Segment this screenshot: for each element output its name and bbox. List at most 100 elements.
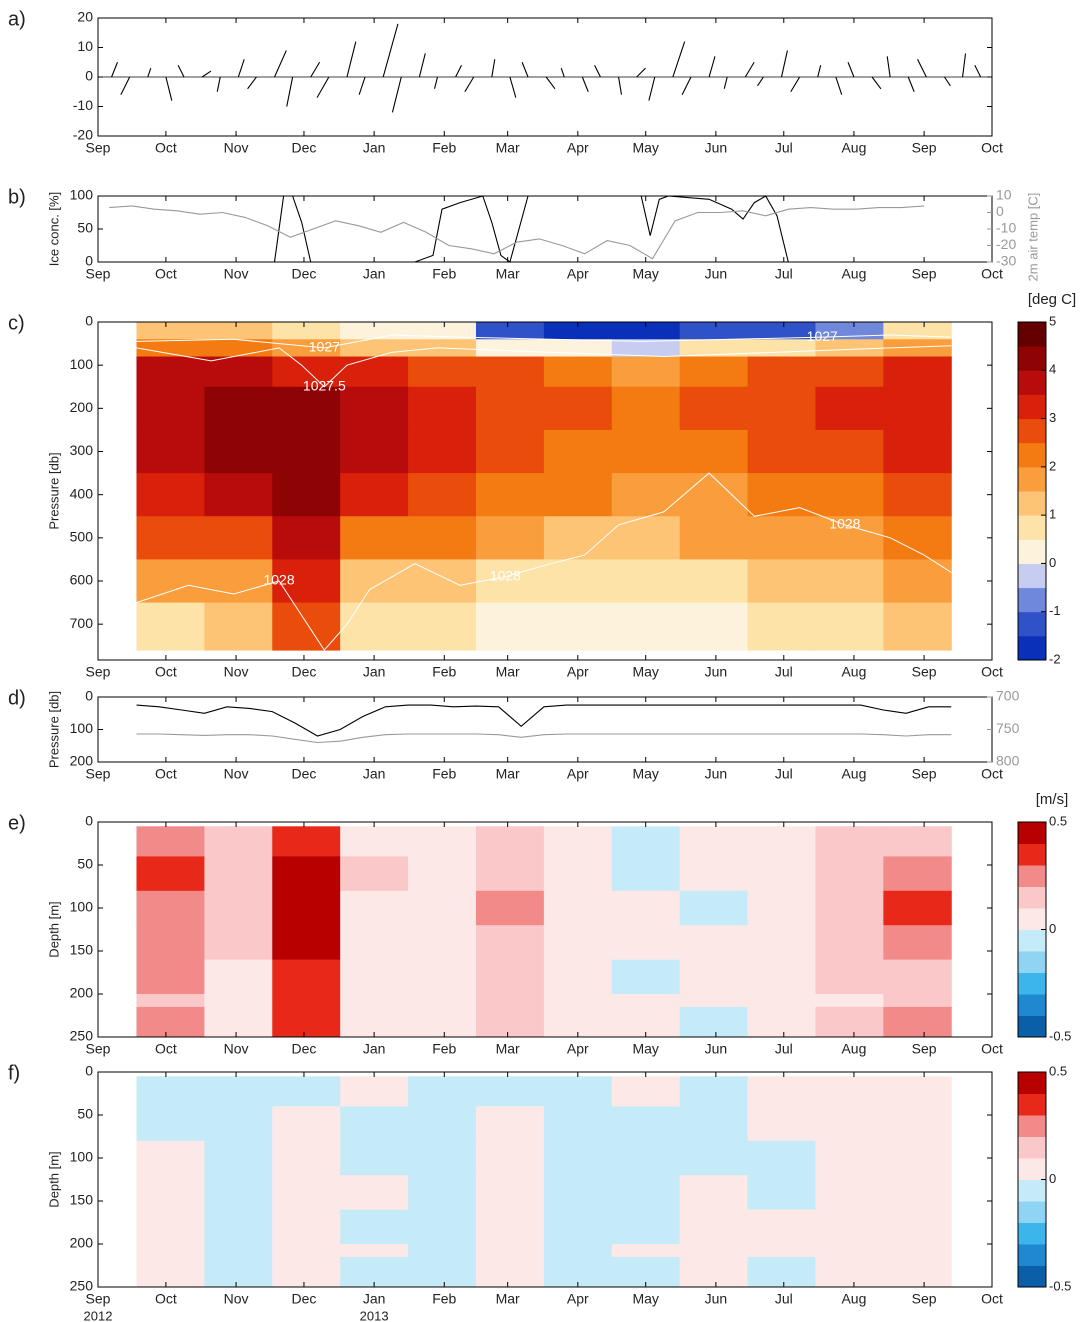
heat-cell [340, 1140, 409, 1176]
heat-cell [204, 602, 273, 651]
heat-cell [543, 1244, 613, 1258]
heat-cell [747, 322, 816, 340]
colorbar-swatch [1018, 1158, 1046, 1180]
heat-cell [883, 356, 952, 388]
x-tick-label: Mar [496, 140, 520, 156]
heat-cell [204, 925, 273, 961]
colorbar-swatch [1018, 1115, 1046, 1137]
panel: b) Sep Oct Nov Dec Jan Feb Mar Apr May Jun Jul Aug Se… [8, 186, 1040, 281]
y-axis-label: Depth [m] [46, 901, 61, 957]
stick [962, 53, 967, 78]
heat-cell [747, 925, 816, 961]
series-line [131, 195, 925, 263]
colorbar-swatch [1018, 1015, 1046, 1038]
heat-cell [136, 356, 205, 388]
x-tick-label: Aug [841, 266, 866, 282]
y-tick-label: 100 [70, 899, 94, 915]
y-tick-label: 100 [70, 356, 94, 372]
heat-cell [408, 1006, 477, 1038]
heat-cell [408, 602, 477, 651]
heat-cell [611, 1175, 681, 1211]
heat-cell [408, 1106, 477, 1142]
x-tick-label: Nov [224, 664, 249, 680]
heat-cell [340, 473, 409, 517]
heat-cell [883, 473, 952, 517]
x-tick-label: Oct [981, 1041, 1003, 1057]
contour-label: 1028 [263, 572, 294, 588]
heat-cell [272, 925, 341, 961]
heat-cell [475, 356, 545, 388]
heat-cell [272, 856, 341, 892]
x-tick-label: Oct [155, 1041, 177, 1057]
heat-cell [340, 356, 409, 388]
heat-cell [340, 890, 409, 926]
heat-cell [815, 1175, 884, 1211]
y2-tick-label: 10 [996, 187, 1012, 203]
colorbar-tick-label: -2 [1049, 651, 1061, 666]
heat-cell [815, 1244, 884, 1258]
heat-cell [272, 602, 341, 651]
colorbar-tick-label: 0 [1049, 555, 1056, 570]
heat-cell [883, 429, 952, 474]
colorbar-swatch [1018, 635, 1046, 661]
heat-cell [272, 1209, 341, 1245]
stick [944, 76, 951, 87]
stick [974, 64, 982, 78]
heat-cell [679, 1244, 749, 1258]
heat-cell [747, 994, 816, 1008]
heat-cell [204, 1140, 273, 1176]
heat-cell [136, 602, 205, 651]
x-tick-label: Feb [432, 664, 456, 680]
heat-cell [747, 602, 816, 651]
x-tick-label: Nov [224, 1041, 249, 1057]
heat-cell [340, 339, 409, 358]
heat-cell [815, 856, 884, 892]
x-tick-label: Apr [567, 1041, 589, 1057]
x-tick-label: Dec [292, 140, 317, 156]
colorbar-tick-label: 0.5 [1049, 1063, 1067, 1078]
heat-cell [543, 1209, 613, 1245]
heat-cell [340, 925, 409, 961]
heat-cell [679, 516, 749, 560]
heat-cell [272, 1175, 341, 1211]
year-label: 2013 [360, 1308, 389, 1322]
colorbar-swatch [1018, 886, 1046, 909]
stick [216, 76, 221, 92]
heat-cell [679, 356, 749, 388]
stick [790, 76, 801, 93]
x-tick-label: Oct [155, 664, 177, 680]
heat-cell [340, 1209, 409, 1245]
heat-cell [204, 1209, 273, 1245]
panel: d) Sep Oct Nov Dec Jan Feb Mar Apr May Jun Jul Aug Se… [8, 687, 1020, 781]
heat-cell [611, 959, 681, 995]
series-line [136, 704, 952, 737]
colorbar-frame [1017, 321, 1047, 661]
heat-cell [204, 994, 273, 1008]
stick [757, 76, 764, 87]
heat-cell [815, 559, 884, 604]
x-tick-label: Dec [292, 1291, 317, 1307]
colorbar-swatch [1018, 370, 1046, 395]
heat-cell [136, 1006, 205, 1038]
heat-cell [475, 890, 545, 926]
heat-cell [136, 386, 205, 431]
y-axis-label: Ice conc. [%] [46, 192, 61, 266]
colorbar-swatch [1018, 1072, 1046, 1094]
heat-cell [611, 473, 681, 517]
heat-cell [883, 1076, 952, 1107]
y-tick-label: -10 [73, 97, 93, 113]
heat-cell [611, 339, 681, 358]
y2-tick-label: 800 [996, 753, 1020, 769]
stick [560, 67, 565, 78]
heat-cell [204, 959, 273, 995]
stick [491, 59, 496, 78]
heat-cell [136, 516, 205, 560]
x-tick-label: Jun [705, 1041, 728, 1057]
colorbar-swatch [1018, 865, 1046, 887]
x-tick-label: Mar [496, 1291, 520, 1307]
heat-cell [883, 1209, 952, 1245]
heat-cell [883, 602, 952, 651]
y-tick-label: -20 [73, 127, 93, 143]
heat-cell [408, 1175, 477, 1211]
